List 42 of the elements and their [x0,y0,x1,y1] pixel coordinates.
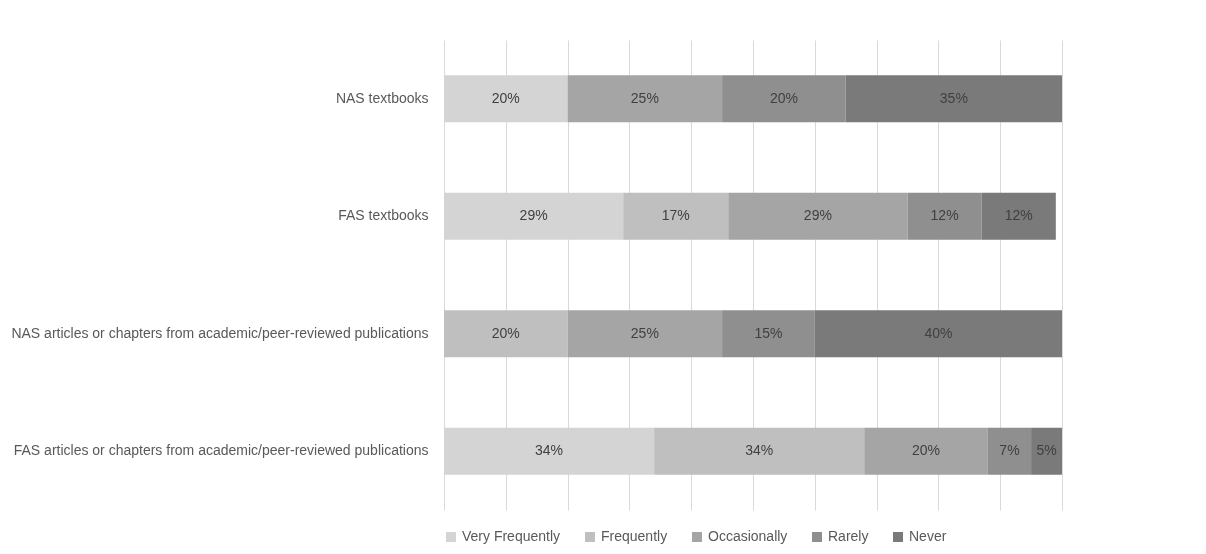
legend-label: Never [909,528,947,544]
data-label: 17% [661,207,690,224]
bar [845,75,1062,123]
data-label: 34% [535,442,564,459]
data-label: 5% [1036,442,1057,459]
bar [864,427,988,475]
data-label: 29% [803,207,832,224]
data-label: 29% [519,207,548,224]
bar [728,192,908,240]
data-label: 15% [754,324,783,341]
data-label: 25% [630,89,659,106]
data-label: 20% [491,89,520,106]
bar [567,310,723,358]
bar [987,427,1032,475]
bar [722,310,815,358]
bar [814,310,1062,358]
bar [654,427,865,475]
bar [444,310,568,358]
bar [1031,427,1062,475]
legend-label: Very Frequently [462,528,561,544]
y-tick-label: FAS articles or chapters from academic/peer-reviewed publications [13,442,429,459]
bar [722,75,846,123]
bar [567,75,723,123]
data-label: 20% [491,324,520,341]
data-label: 20% [912,442,941,459]
legend-label: Rarely [828,528,869,544]
data-label: 25% [630,324,659,341]
data-label: 34% [745,442,774,459]
bar [907,192,982,240]
y-tick-label: NAS articles or chapters from academic/peer-reviewed publications [11,324,429,341]
data-label: 20% [769,89,798,106]
data-label: 35% [939,89,968,106]
data-label: 12% [930,207,959,224]
legend-label: Occasionally [708,528,788,544]
data-label: 7% [999,442,1020,459]
y-tick-label: NAS textbooks [335,89,429,106]
bar [623,192,729,240]
data-label: 40% [924,324,953,341]
y-tick-label: FAS textbooks [338,207,429,224]
bar [981,192,1056,240]
legend-label: Frequently [601,528,668,544]
data-label: 12% [1004,207,1033,224]
